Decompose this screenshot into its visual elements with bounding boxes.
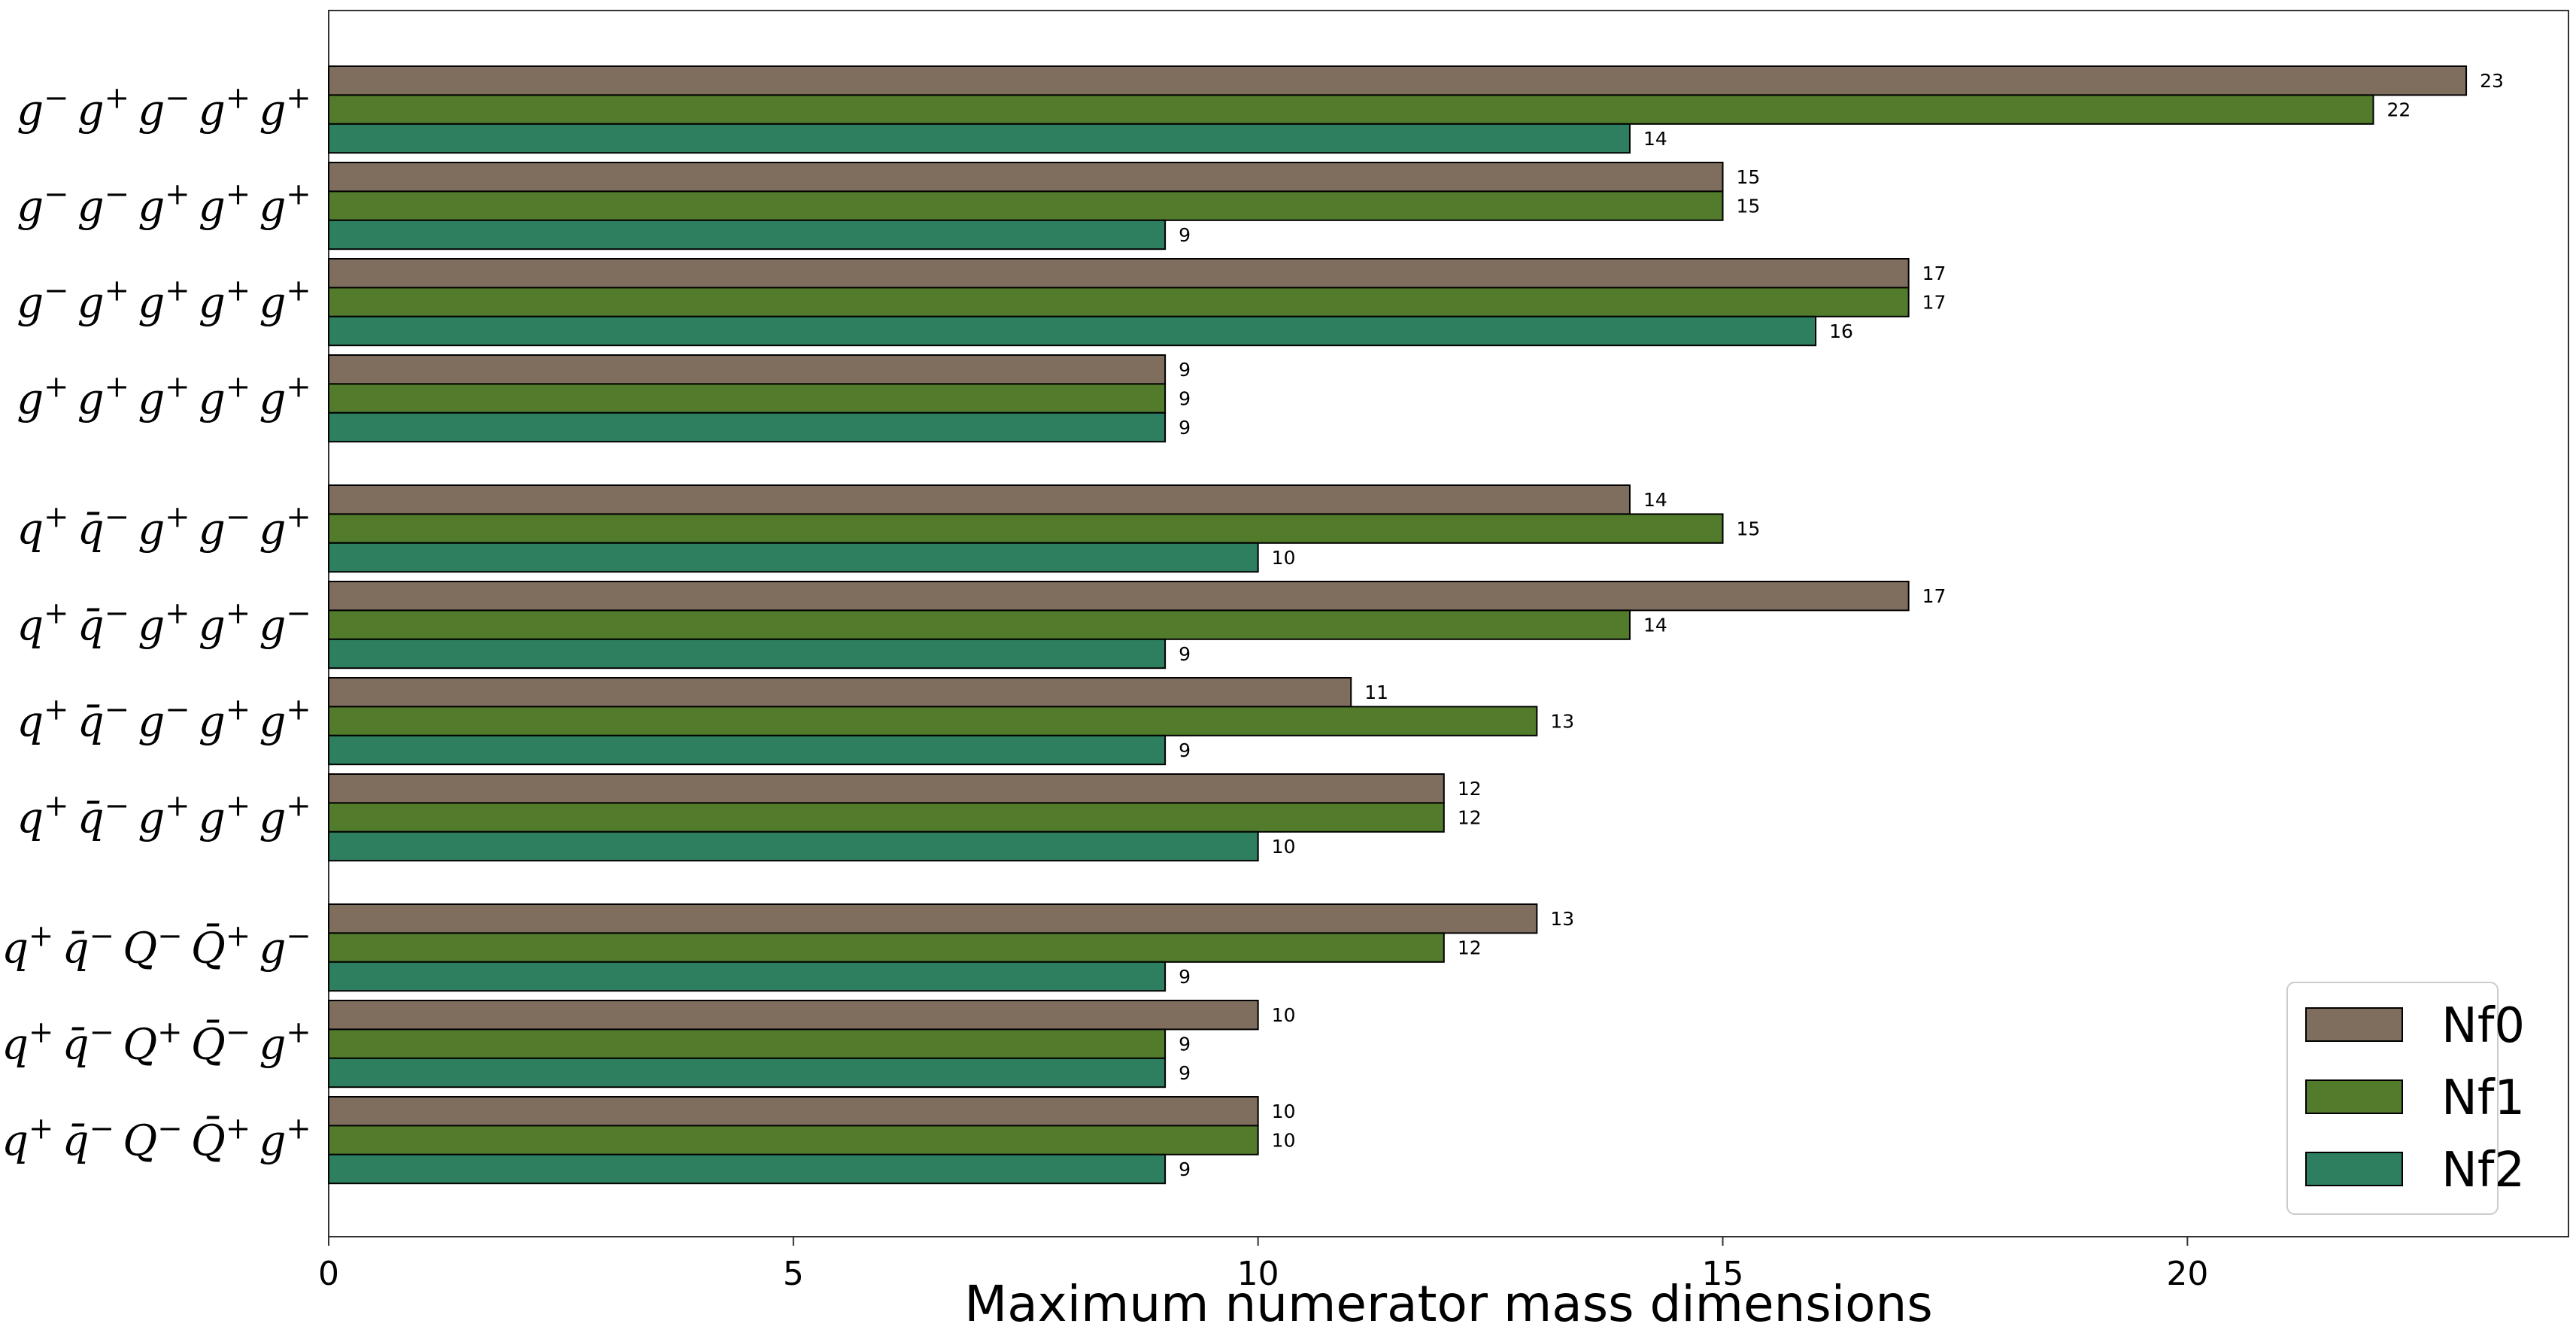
value-label-nf2-c9: 9	[1179, 966, 1191, 988]
bar-nf2-c5	[328, 542, 1259, 573]
bar-nf2-c3	[328, 315, 1817, 347]
category-label-c5: q+ q̄− g+ g− g+	[17, 500, 320, 554]
value-label-nf0-c8: 12	[1458, 778, 1482, 800]
value-labels-layer: 23 22 14 15 15 9 17 17 16 9 9 9 14 15 10 17 14 9 11 13 9 12 12…	[1179, 70, 2504, 1180]
bar-nf1-c11	[328, 1125, 1259, 1155]
legend: Nf0 Nf1 Nf2	[2286, 982, 2525, 1215]
bar-nf1-c3	[328, 287, 1910, 317]
value-label-nf0-c9: 13	[1550, 908, 1574, 930]
x-tick-label-15: 15	[1702, 1255, 1744, 1293]
bar-nf1-c10	[328, 1028, 1167, 1059]
bars-layer	[328, 65, 2468, 1185]
bar-nf1-c9	[328, 932, 1445, 963]
bar-nf2-c11	[328, 1153, 1167, 1185]
value-label-nf2-c1: 14	[1643, 128, 1667, 150]
x-axis-title: Maximum numerator mass dimensions	[964, 1275, 1932, 1333]
category-label-c1: g− g+ g− g+ g+	[17, 81, 320, 135]
legend-label-nf2: Nf2	[2441, 1143, 2525, 1198]
category-label-c3: g− g+ g+ g+ g+	[17, 274, 320, 328]
bar-nf0-c8	[328, 773, 1445, 804]
x-tick-label-20: 20	[2166, 1255, 2208, 1293]
value-label-nf1-c9: 12	[1458, 937, 1482, 959]
value-label-nf2-c5: 10	[1272, 547, 1296, 569]
legend-swatch-nf1	[2305, 1079, 2403, 1114]
x-tick-label-10: 10	[1237, 1255, 1279, 1293]
category-label-c11: q+ q̄− Q− Q̄+ g+	[2, 1112, 320, 1166]
x-tick-label-0: 0	[318, 1255, 339, 1293]
category-label-c9: q+ q̄− Q− Q̄+ g−	[2, 919, 320, 973]
value-label-nf0-c4: 9	[1179, 359, 1191, 381]
bar-nf1-c2	[328, 190, 1724, 221]
value-label-nf2-c2: 9	[1179, 224, 1191, 246]
value-label-nf1-c8: 12	[1458, 807, 1482, 829]
value-label-nf0-c2: 15	[1737, 166, 1761, 188]
value-label-nf1-c1: 22	[2387, 99, 2411, 121]
category-label-c4: g+ g+ g+ g+ g+	[17, 370, 320, 424]
value-label-nf2-c11: 9	[1179, 1158, 1191, 1180]
bar-nf0-c5	[328, 484, 1631, 515]
category-label-c10: q+ q̄− Q+ Q̄− g+	[2, 1016, 320, 1070]
bar-nf2-c4	[328, 411, 1167, 443]
value-label-nf2-c4: 9	[1179, 417, 1191, 439]
bar-nf0-c9	[328, 903, 1538, 934]
value-label-nf2-c7: 9	[1179, 739, 1191, 761]
value-label-nf0-c1: 23	[2480, 70, 2504, 92]
legend-label-nf1: Nf1	[2441, 1070, 2525, 1126]
value-label-nf2-c3: 16	[1829, 320, 1853, 342]
value-label-nf1-c6: 14	[1643, 615, 1667, 636]
value-label-nf2-c10: 9	[1179, 1062, 1191, 1084]
value-label-nf1-c7: 13	[1550, 711, 1574, 733]
x-axis-ticks: 0 5 10 15 20	[318, 1237, 2208, 1293]
bar-nf2-c9	[328, 961, 1167, 992]
legend-swatch-nf0	[2305, 1007, 2403, 1042]
bar-nf0-c2	[328, 162, 1724, 193]
bar-nf1-c5	[328, 513, 1724, 544]
bar-nf2-c2	[328, 219, 1167, 250]
bar-nf1-c8	[328, 802, 1445, 833]
value-label-nf1-c11: 10	[1272, 1130, 1296, 1152]
bar-nf1-c7	[328, 706, 1538, 736]
bar-nf2-c1	[328, 123, 1631, 154]
bar-nf2-c6	[328, 638, 1167, 670]
value-label-nf1-c2: 15	[1737, 196, 1761, 217]
value-label-nf1-c4: 9	[1179, 388, 1191, 410]
x-tick-label-5: 5	[783, 1255, 804, 1293]
value-label-nf0-c11: 10	[1272, 1101, 1296, 1122]
bar-nf0-c6	[328, 581, 1910, 612]
value-label-nf0-c10: 10	[1272, 1004, 1296, 1026]
bar-nf0-c1	[328, 65, 2468, 96]
bar-nf0-c11	[328, 1096, 1259, 1127]
bar-nf2-c7	[328, 734, 1167, 766]
bar-nf1-c1	[328, 94, 2374, 125]
category-label-c6: q+ q̄− g+ g+ g−	[17, 597, 320, 651]
legend-label-nf0: Nf0	[2441, 998, 2525, 1054]
value-label-nf0-c3: 17	[1922, 263, 1946, 284]
value-label-nf0-c7: 11	[1364, 682, 1388, 703]
bar-nf1-c4	[328, 383, 1167, 414]
value-label-nf1-c10: 9	[1179, 1034, 1191, 1055]
bar-nf0-c7	[328, 677, 1352, 708]
value-label-nf1-c5: 15	[1737, 518, 1761, 540]
bar-nf0-c10	[328, 1000, 1259, 1031]
bar-nf2-c10	[328, 1057, 1167, 1089]
bar-nf0-c3	[328, 258, 1910, 289]
bar-nf2-c8	[328, 830, 1259, 862]
value-label-nf2-c6: 9	[1179, 643, 1191, 665]
value-label-nf0-c5: 14	[1643, 489, 1667, 511]
value-label-nf1-c3: 17	[1922, 292, 1946, 314]
category-label-c2: g− g− g+ g+ g+	[17, 178, 320, 232]
bar-nf0-c4	[328, 354, 1167, 385]
value-label-nf0-c6: 17	[1922, 585, 1946, 607]
category-label-c7: q+ q̄− g− g+ g+	[17, 693, 320, 747]
category-labels-layer: g− g+ g− g+ g+ g− g− g+ g+ g+ g− g+ g+ g…	[2, 81, 320, 1166]
category-label-c8: q+ q̄− g+ g+ g+	[17, 789, 320, 843]
legend-swatch-nf2	[2305, 1152, 2403, 1186]
bar-nf1-c6	[328, 609, 1631, 640]
value-label-nf2-c8: 10	[1272, 836, 1296, 858]
